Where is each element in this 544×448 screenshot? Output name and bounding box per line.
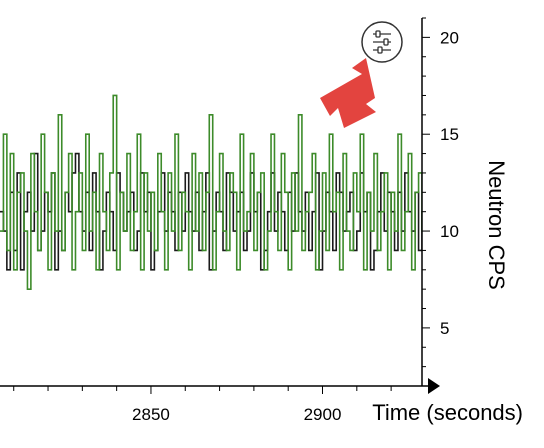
x-tick-label: 2900 [304, 405, 342, 424]
pointer-arrow [320, 58, 376, 128]
y-axis-title: Neutron CPS [484, 160, 509, 290]
y-tick-label: 20 [440, 28, 459, 47]
y-tick-label: 15 [440, 125, 459, 144]
x-ticks: 2850 2900 [13, 386, 392, 424]
plot-area [0, 94, 422, 290]
sliders-icon [373, 30, 391, 54]
x-axis-title: Time (seconds) [372, 400, 523, 425]
y-tick-label: 10 [440, 222, 459, 241]
y-tick-label: 5 [440, 319, 449, 338]
x-tick-label: 2850 [132, 405, 170, 424]
x-axis-arrow [428, 378, 440, 394]
series-line-2 [0, 94, 422, 290]
y-ticks: 5 10 15 20 [422, 17, 459, 387]
chart-settings-button[interactable] [361, 21, 403, 63]
